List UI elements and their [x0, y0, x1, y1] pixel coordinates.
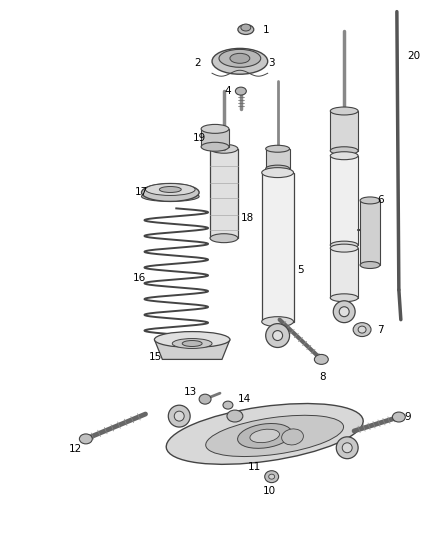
- Ellipse shape: [266, 165, 290, 172]
- Ellipse shape: [273, 330, 283, 341]
- Text: 1: 1: [263, 25, 269, 35]
- Bar: [210, 149, 238, 238]
- Ellipse shape: [282, 429, 304, 445]
- Ellipse shape: [155, 332, 230, 348]
- Ellipse shape: [266, 324, 290, 348]
- Text: 20: 20: [407, 51, 420, 61]
- Ellipse shape: [141, 183, 199, 201]
- Ellipse shape: [199, 394, 211, 404]
- Ellipse shape: [168, 405, 190, 427]
- Ellipse shape: [79, 434, 92, 444]
- Ellipse shape: [250, 429, 279, 442]
- Text: 9: 9: [405, 412, 411, 422]
- Text: 16: 16: [133, 273, 146, 283]
- Ellipse shape: [182, 341, 202, 346]
- Ellipse shape: [262, 317, 293, 327]
- Ellipse shape: [265, 471, 279, 482]
- Ellipse shape: [159, 187, 181, 192]
- Bar: [330, 156, 358, 245]
- Ellipse shape: [223, 401, 233, 409]
- Ellipse shape: [206, 415, 343, 457]
- Ellipse shape: [330, 147, 358, 155]
- Text: 6: 6: [377, 196, 384, 205]
- Ellipse shape: [238, 25, 254, 35]
- Text: 18: 18: [241, 213, 254, 223]
- Text: 3: 3: [268, 58, 274, 68]
- Text: 8: 8: [319, 372, 326, 382]
- Ellipse shape: [230, 53, 250, 63]
- Text: 12: 12: [69, 444, 82, 454]
- Ellipse shape: [201, 142, 229, 151]
- Text: 10: 10: [263, 486, 276, 496]
- Ellipse shape: [330, 244, 358, 252]
- Ellipse shape: [219, 50, 261, 67]
- Text: 11: 11: [248, 462, 261, 472]
- Bar: [330, 111, 358, 151]
- Text: 14: 14: [238, 394, 251, 404]
- Ellipse shape: [266, 146, 290, 152]
- Text: 19: 19: [193, 133, 206, 143]
- Ellipse shape: [333, 301, 355, 322]
- Ellipse shape: [166, 403, 363, 464]
- Ellipse shape: [141, 191, 199, 201]
- Ellipse shape: [235, 87, 246, 95]
- Ellipse shape: [262, 168, 293, 177]
- Ellipse shape: [330, 241, 358, 249]
- Ellipse shape: [360, 262, 380, 269]
- Ellipse shape: [172, 338, 212, 349]
- Ellipse shape: [360, 197, 380, 204]
- Ellipse shape: [342, 443, 352, 453]
- Ellipse shape: [358, 326, 366, 333]
- Ellipse shape: [241, 24, 251, 31]
- Bar: [266, 149, 290, 168]
- Ellipse shape: [268, 474, 275, 479]
- Ellipse shape: [210, 144, 238, 153]
- Ellipse shape: [174, 411, 184, 421]
- Text: 13: 13: [184, 387, 198, 397]
- Polygon shape: [155, 340, 230, 359]
- Text: 7: 7: [377, 325, 384, 335]
- Ellipse shape: [145, 183, 195, 196]
- Ellipse shape: [330, 152, 358, 160]
- Ellipse shape: [237, 424, 292, 448]
- Ellipse shape: [212, 49, 268, 74]
- Ellipse shape: [227, 410, 243, 422]
- Bar: [201, 129, 229, 147]
- Bar: [330, 248, 358, 298]
- Ellipse shape: [336, 437, 358, 459]
- Ellipse shape: [339, 307, 349, 317]
- Ellipse shape: [314, 354, 328, 365]
- Text: 15: 15: [148, 352, 162, 362]
- Ellipse shape: [392, 412, 405, 422]
- Ellipse shape: [210, 233, 238, 243]
- Bar: [262, 173, 293, 321]
- Ellipse shape: [330, 294, 358, 302]
- Ellipse shape: [353, 322, 371, 336]
- Bar: [360, 200, 380, 265]
- Ellipse shape: [201, 124, 229, 133]
- Text: 17: 17: [134, 188, 148, 197]
- Ellipse shape: [330, 107, 358, 115]
- Text: 2: 2: [194, 58, 201, 68]
- Text: 5: 5: [297, 265, 304, 275]
- Text: 4: 4: [224, 86, 230, 96]
